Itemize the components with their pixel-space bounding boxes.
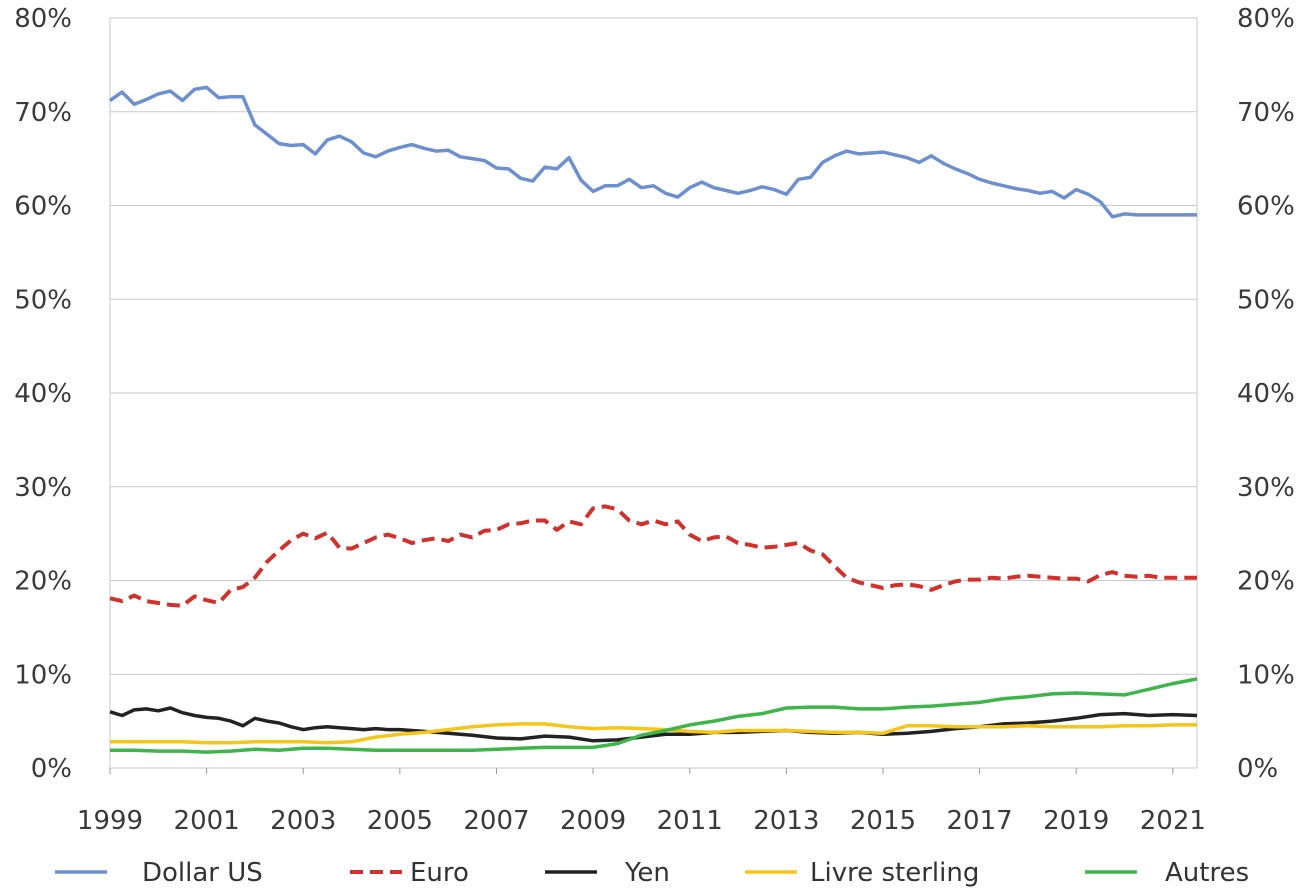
right-y-axis: 0% 10% 20% 30% 40% 50% 60% 70% 80%: [1237, 4, 1295, 784]
left-y-axis: 0% 10% 20% 30% 40% 50% 60% 70% 80%: [14, 4, 72, 784]
y-tick-label-left: 20%: [14, 567, 72, 597]
x-tick-label: 2021: [1140, 806, 1206, 836]
x-tick-label: 2001: [174, 806, 240, 836]
legend-label: Autres: [1165, 858, 1249, 888]
y-tick-label-left: 60%: [14, 192, 72, 222]
y-tick-label-right: 60%: [1237, 192, 1295, 222]
series-lines: [109, 85, 1198, 754]
y-tick-label-left: 80%: [14, 4, 72, 34]
x-axis: 1999 2001 2003 2005 2007 2009 2011 2013 2015 2017…: [77, 768, 1206, 836]
x-tick-label: 2017: [947, 806, 1013, 836]
series-line-livre-sterling: [110, 722, 1197, 745]
y-tick-label-left: 0%: [31, 754, 72, 784]
x-tick-label: 2019: [1043, 806, 1109, 836]
x-tick-label: 2009: [560, 806, 626, 836]
series-line-autres: [110, 677, 1198, 754]
x-tick-label: 2005: [367, 806, 433, 836]
y-tick-label-left: 70%: [14, 98, 72, 128]
y-tick-label-right: 20%: [1237, 567, 1295, 597]
gridlines: [110, 17, 1197, 769]
x-tick-label: 2003: [270, 806, 336, 836]
legend-label: Euro: [410, 858, 469, 888]
legend-label: Yen: [624, 858, 670, 888]
series-line-euro: [109, 504, 1197, 608]
y-tick-label-right: 10%: [1237, 660, 1295, 690]
y-tick-label-right: 0%: [1237, 754, 1278, 784]
plot-frame: [109, 17, 1198, 769]
series-line-dollar-us: [109, 85, 1197, 219]
y-tick-label-left: 30%: [14, 473, 72, 503]
x-tick-label: 2013: [753, 806, 819, 836]
y-tick-label-right: 40%: [1237, 379, 1295, 409]
y-tick-label-right: 70%: [1237, 98, 1295, 128]
y-tick-label-right: 30%: [1237, 473, 1295, 503]
legend-label: Dollar US: [142, 858, 263, 888]
legend: Dollar US Euro Yen Livre sterling Autres: [55, 858, 1249, 888]
y-tick-label-right: 50%: [1237, 285, 1295, 315]
x-tick-label: 2007: [463, 806, 529, 836]
y-tick-label-left: 50%: [14, 285, 72, 315]
x-tick-label: 2011: [657, 806, 723, 836]
legend-label: Livre sterling: [810, 858, 979, 888]
x-tick-label: 1999: [77, 806, 143, 836]
y-tick-label-left: 40%: [14, 379, 72, 409]
y-tick-label-right: 80%: [1237, 4, 1295, 34]
y-tick-label-left: 10%: [14, 660, 72, 690]
x-tick-label: 2015: [850, 806, 916, 836]
